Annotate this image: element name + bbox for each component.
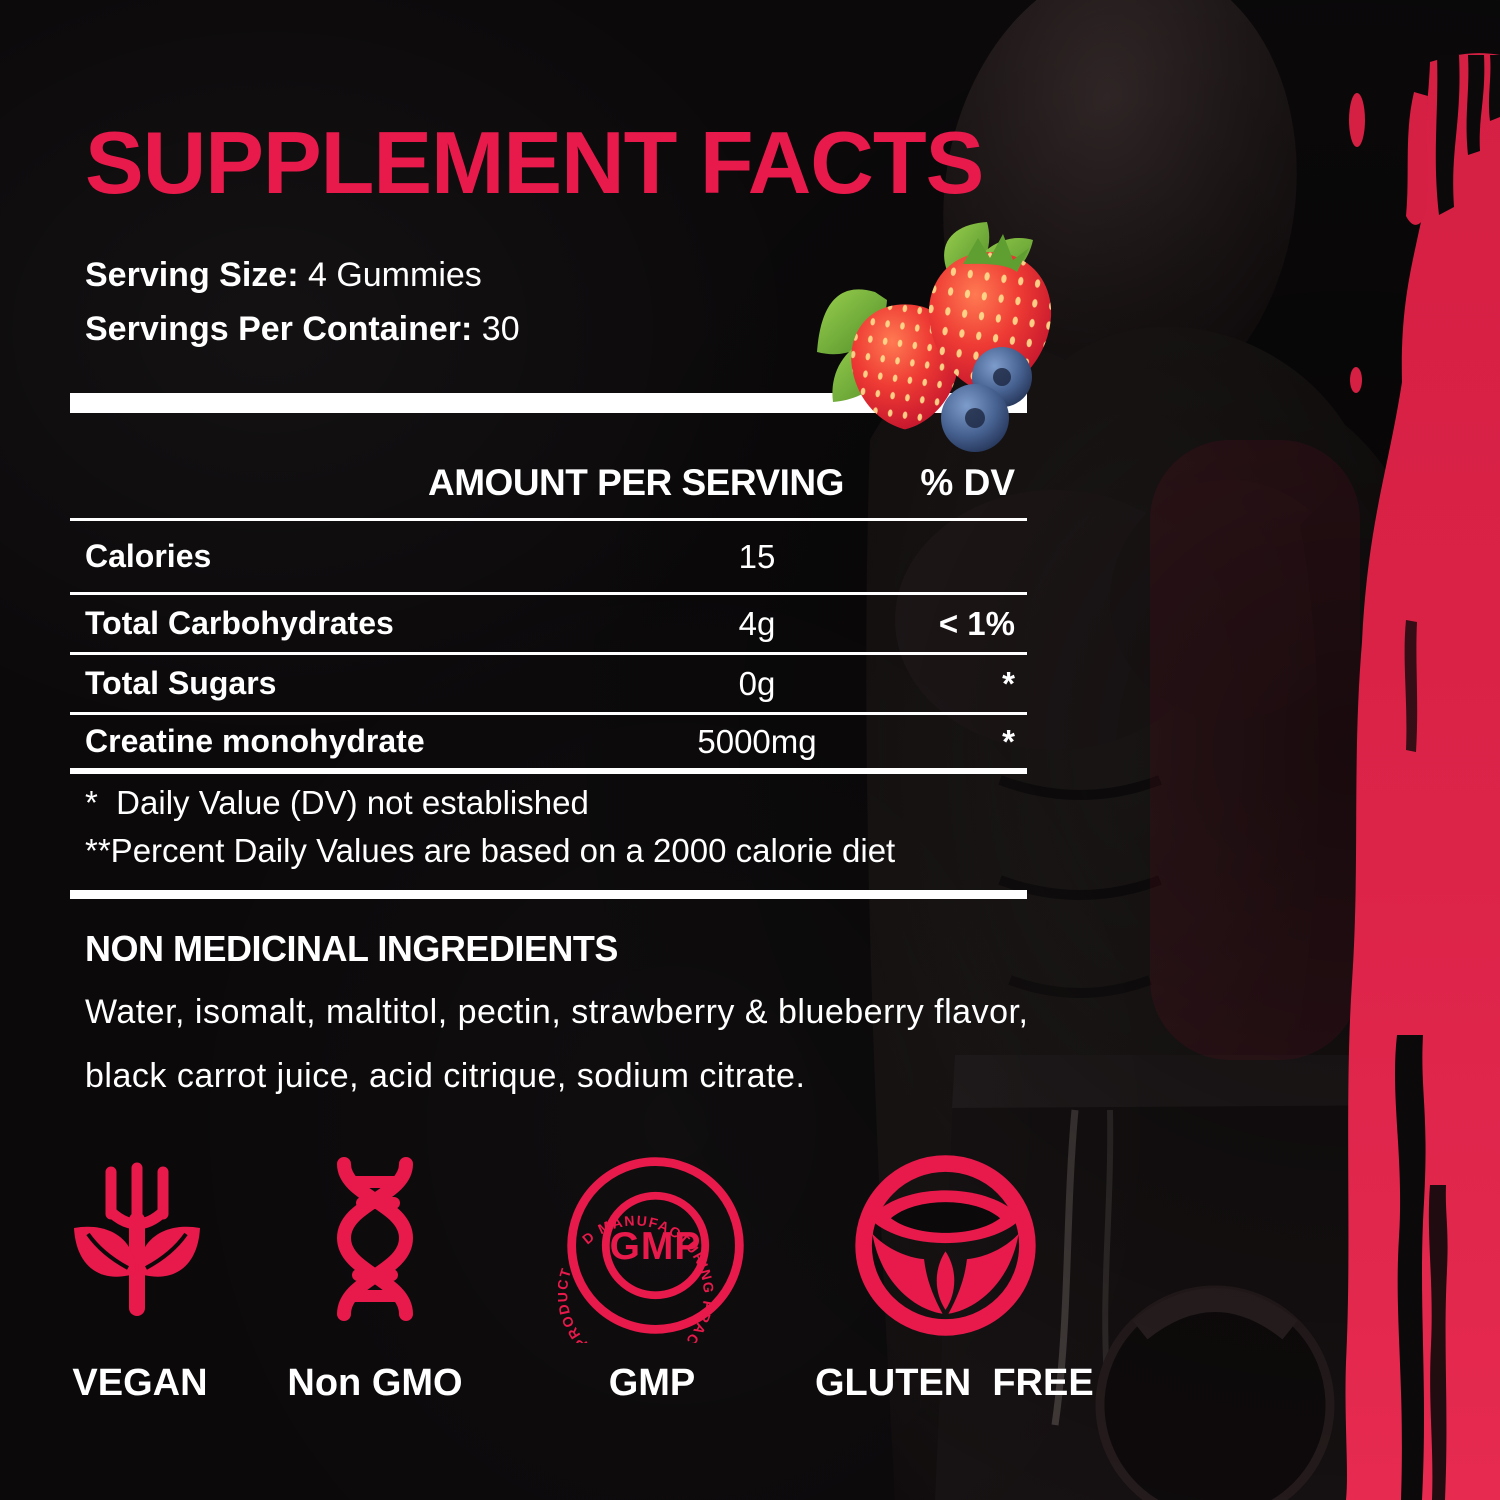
non-medicinal-ingredients-heading: NON MEDICINAL INGREDIENTS: [85, 928, 618, 969]
page-title: SUPPLEMENT FACTS: [85, 113, 984, 212]
table-row-carbohydrates: Total Carbohydrates 4g < 1%: [70, 595, 1027, 652]
gmp-seal-center-text: GMP: [610, 1225, 702, 1268]
row-amount: 5000mg: [697, 722, 817, 760]
table-row-sugars: Total Sugars 0g *: [70, 655, 1027, 712]
gluten-free-label: GLUTEN FREE: [815, 1362, 1094, 1404]
table-bottom-line: [70, 768, 1027, 774]
table-row-creatine: Creatine monohydrate 5000mg *: [70, 715, 1027, 768]
divider-bar-bottom: [70, 890, 1027, 899]
row-name: Total Sugars: [85, 665, 277, 701]
vegan-label: VEGAN: [72, 1362, 208, 1404]
row-amount: 4g: [738, 604, 776, 642]
row-amount: 15: [738, 537, 776, 575]
table-row-calories: Calories 15: [70, 521, 1027, 592]
percent-dv-header: % DV: [920, 462, 1015, 503]
non-gmo-label: Non GMO: [287, 1362, 463, 1404]
servings-container-value: 30: [472, 310, 520, 348]
row-name: Calories: [85, 538, 212, 574]
non-gmo-dna-icon: [336, 1157, 414, 1321]
servings-per-container-line: Servings Per Container: 30: [85, 310, 520, 349]
strawberry-blueberry-image: [817, 222, 1052, 452]
vegan-leaf-fork-icon: [74, 1162, 200, 1316]
gmp-seal-icon: GOOD MANUFACTURING PRACTICE QUALITY PROD…: [558, 1148, 744, 1343]
row-dv: *: [1002, 664, 1015, 702]
row-dv: *: [1002, 722, 1015, 760]
row-name: Creatine monohydrate: [85, 723, 425, 759]
gmp-label: GMP: [608, 1362, 696, 1404]
row-dv: < 1%: [938, 604, 1015, 642]
serving-size-label: Serving Size:: [85, 256, 299, 294]
footnote-dv: * Daily Value (DV) not established: [85, 784, 589, 821]
servings-container-label: Servings Per Container:: [85, 310, 473, 348]
serving-size-value: 4 Gummies: [298, 256, 482, 294]
gluten-free-icon: [855, 1155, 1036, 1336]
row-amount: 0g: [738, 664, 776, 702]
footnote-percent-dv: **Percent Daily Values are based on a 20…: [85, 832, 896, 869]
amount-per-serving-header: AMOUNT PER SERVING: [428, 462, 844, 503]
non-medicinal-ingredients-text: Water, isomalt, maltitol, pectin, strawb…: [85, 993, 1029, 1095]
serving-size-line: Serving Size: 4 Gummies: [85, 256, 482, 295]
row-name: Total Carbohydrates: [85, 605, 394, 641]
